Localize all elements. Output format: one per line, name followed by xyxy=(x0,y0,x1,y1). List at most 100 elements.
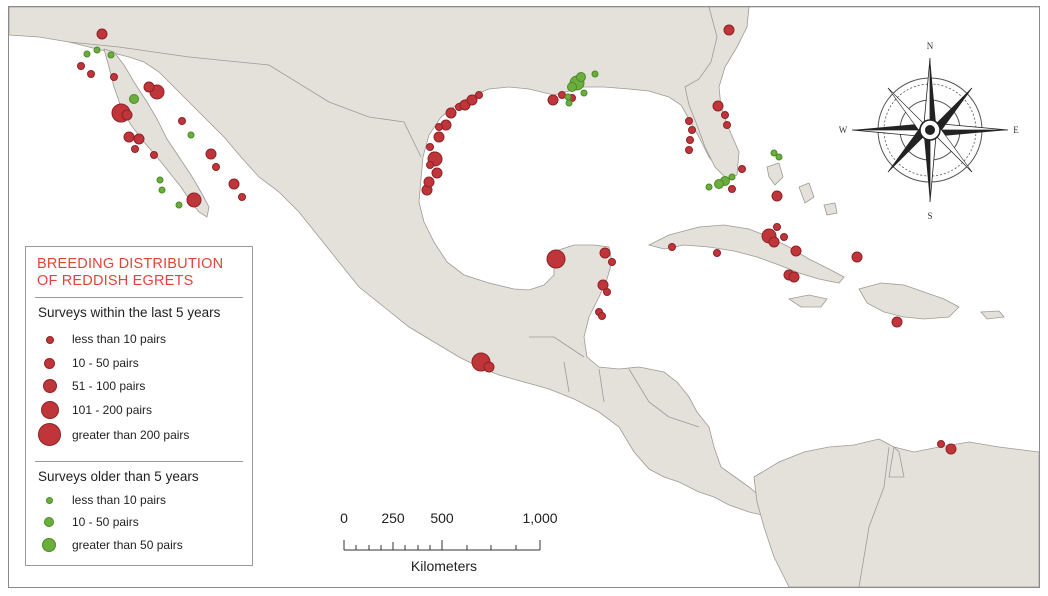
recent-survey-marker-23 xyxy=(423,176,435,188)
legend-item-recent-lt10: less than 10 pairs xyxy=(26,331,252,351)
legend-symbol-recent-lt10 xyxy=(46,336,54,344)
mainland-north-central-america xyxy=(9,7,1039,523)
hispaniola xyxy=(858,282,960,320)
recent-survey-marker-57 xyxy=(608,258,616,266)
recent-survey-marker-49 xyxy=(773,223,781,231)
recent-survey-marker-1 xyxy=(77,62,85,70)
puerto-rico xyxy=(980,310,1005,320)
recent-survey-marker-7 xyxy=(143,81,155,93)
old-survey-marker-3 xyxy=(129,94,139,104)
recent-survey-marker-17 xyxy=(186,192,202,208)
legend-label: greater than 50 pairs xyxy=(72,538,183,552)
recent-survey-marker-37 xyxy=(685,117,693,125)
recent-survey-marker-5 xyxy=(121,109,133,121)
recent-survey-marker-20 xyxy=(558,91,566,99)
recent-survey-marker-10 xyxy=(131,145,139,153)
legend-title: BREEDING DISTRIBUTION OF REDDISH EGRETS xyxy=(37,256,237,290)
recent-survey-marker-41 xyxy=(721,111,729,119)
old-survey-marker-13 xyxy=(591,70,599,78)
recent-survey-marker-19 xyxy=(547,94,559,106)
recent-survey-marker-25 xyxy=(426,143,434,151)
legend-item-old-10-50: 10 - 50 pairs xyxy=(26,514,252,534)
recent-survey-marker-48 xyxy=(768,236,780,248)
recent-survey-marker-64 xyxy=(891,316,903,328)
legend-title-line1: BREEDING DISTRIBUTION xyxy=(37,256,224,272)
old-survey-marker-4 xyxy=(187,131,195,139)
legend-item-old-gt50: greater than 50 pairs xyxy=(26,537,252,557)
legend-label: less than 10 pairs xyxy=(72,493,167,507)
scale-label-250: 250 xyxy=(381,510,405,526)
legend-item-recent-10-50: 10 - 50 pairs xyxy=(26,355,252,375)
recent-survey-marker-28 xyxy=(445,107,457,119)
recent-survey-marker-15 xyxy=(228,178,240,190)
old-survey-marker-0 xyxy=(83,50,91,58)
scale-label-500: 500 xyxy=(430,510,454,526)
lake-maracaibo xyxy=(888,446,905,478)
legend-divider-top xyxy=(35,297,243,298)
recent-survey-marker-39 xyxy=(686,136,694,144)
scale-label-0: 0 xyxy=(340,510,348,526)
recent-survey-marker-67 xyxy=(668,243,676,251)
recent-survey-marker-9 xyxy=(133,133,145,145)
old-survey-marker-17 xyxy=(705,183,713,191)
old-survey-marker-9 xyxy=(576,72,586,82)
recent-survey-marker-13 xyxy=(205,148,217,160)
legend-item-recent-101-200: 101 - 200 pairs xyxy=(26,401,252,422)
legend-title-line2: OF REDDISH EGRETS xyxy=(37,273,194,289)
legend-symbol-recent-51-100 xyxy=(43,379,57,393)
legend-label: 101 - 200 pairs xyxy=(72,403,153,417)
recent-survey-marker-32 xyxy=(475,91,483,99)
recent-survey-marker-54 xyxy=(788,271,800,283)
legend-symbol-old-lt10 xyxy=(46,497,53,504)
legend-symbol-old-10-50 xyxy=(44,517,54,527)
central-america-borders xyxy=(563,361,700,428)
map-legend: BREEDING DISTRIBUTION OF REDDISH EGRETS … xyxy=(25,246,253,566)
scale-unit-label: Kilometers xyxy=(410,558,478,574)
recent-survey-marker-11 xyxy=(150,151,158,159)
recent-survey-marker-38 xyxy=(688,126,696,134)
old-survey-marker-7 xyxy=(175,201,183,209)
cuba xyxy=(647,224,845,284)
old-survey-marker-12 xyxy=(564,93,572,101)
recent-survey-marker-31 xyxy=(466,94,478,106)
legend-symbol-recent-10-50 xyxy=(44,358,55,369)
recent-survey-marker-40 xyxy=(712,100,724,112)
legend-symbol-recent-gt200 xyxy=(38,423,61,446)
recent-survey-marker-68 xyxy=(713,249,721,257)
legend-item-recent-51-100: 51 - 100 pairs xyxy=(26,378,252,398)
recent-survey-marker-45 xyxy=(738,165,746,173)
recent-survey-marker-18 xyxy=(723,24,735,36)
old-survey-marker-19 xyxy=(770,149,778,157)
scale-label-1000: 1,000 xyxy=(522,510,558,526)
old-survey-marker-1 xyxy=(93,46,101,54)
recent-survey-marker-3 xyxy=(110,73,118,81)
legend-item-recent-gt200: greater than 200 pairs xyxy=(26,423,252,447)
recent-survey-marker-42 xyxy=(723,121,731,129)
recent-survey-marker-58 xyxy=(597,279,609,291)
old-survey-marker-6 xyxy=(158,186,166,194)
recent-survey-marker-26 xyxy=(433,131,445,143)
old-survey-marker-11 xyxy=(580,89,588,97)
bahamas xyxy=(766,162,838,216)
recent-survey-marker-8 xyxy=(123,131,135,143)
jamaica xyxy=(787,294,828,308)
legend-label: 10 - 50 pairs xyxy=(72,356,139,370)
recent-survey-marker-63 xyxy=(483,361,495,373)
legend-symbol-recent-101-200 xyxy=(41,401,59,419)
old-survey-marker-20 xyxy=(775,153,783,161)
recent-survey-marker-14 xyxy=(212,163,220,171)
legend-symbol-old-gt50 xyxy=(42,538,56,552)
old-survey-marker-14 xyxy=(565,99,573,107)
us-mexico-border xyxy=(68,41,422,158)
recent-survey-marker-46 xyxy=(771,190,783,202)
recent-survey-marker-55 xyxy=(546,249,566,269)
recent-survey-marker-2 xyxy=(87,70,95,78)
recent-survey-marker-61 xyxy=(598,312,606,320)
scale-bar-graphic xyxy=(343,540,541,551)
legend-label: less than 10 pairs xyxy=(72,332,167,346)
recent-survey-marker-66 xyxy=(945,443,957,455)
colombia-venezuela-border xyxy=(858,446,890,587)
old-survey-marker-10 xyxy=(567,82,577,92)
recent-survey-marker-52 xyxy=(851,251,863,263)
guatemala-border xyxy=(529,336,585,358)
